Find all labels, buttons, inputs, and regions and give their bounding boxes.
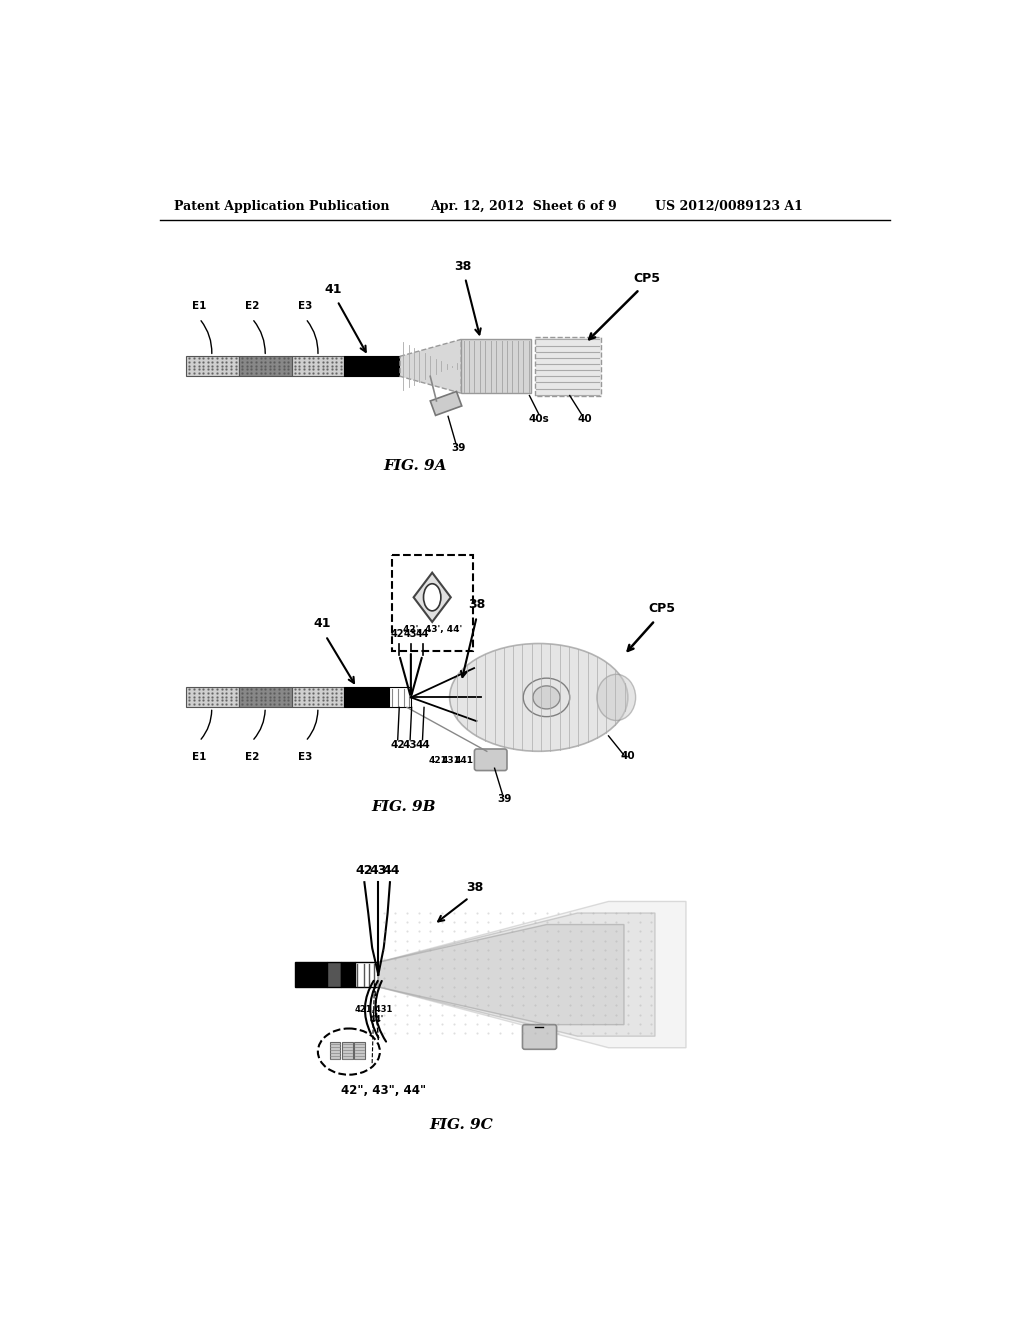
Bar — [292, 356, 344, 376]
Text: 42", 43", 44": 42", 43", 44" — [341, 1084, 426, 1097]
Text: CP5: CP5 — [634, 272, 660, 285]
Text: 41: 41 — [325, 284, 342, 296]
Text: 40: 40 — [578, 413, 593, 424]
Ellipse shape — [523, 678, 569, 717]
Text: US 2012/0089123 A1: US 2012/0089123 A1 — [655, 199, 803, 213]
Text: 39: 39 — [498, 795, 512, 804]
Polygon shape — [400, 339, 461, 393]
Text: 44': 44' — [416, 630, 432, 639]
Bar — [292, 688, 344, 708]
Text: 44: 44 — [415, 741, 430, 750]
Bar — [186, 688, 239, 708]
Text: 39: 39 — [451, 444, 465, 453]
Text: 44': 44' — [370, 1015, 384, 1024]
Text: E2: E2 — [245, 752, 259, 762]
Text: 43': 43' — [403, 630, 420, 639]
Bar — [295, 962, 328, 987]
Bar — [239, 688, 292, 708]
Bar — [186, 356, 239, 376]
Text: 38: 38 — [455, 260, 471, 273]
Text: E3: E3 — [298, 301, 312, 312]
Text: E3: E3 — [298, 752, 312, 762]
Bar — [391, 554, 473, 651]
FancyBboxPatch shape — [474, 748, 507, 771]
Bar — [239, 356, 292, 376]
Polygon shape — [414, 573, 451, 622]
Text: FIG. 9A: FIG. 9A — [383, 459, 446, 474]
Text: 42: 42 — [355, 865, 373, 878]
Text: 40: 40 — [621, 751, 635, 762]
Bar — [355, 962, 378, 987]
Polygon shape — [378, 902, 686, 1048]
FancyBboxPatch shape — [522, 1024, 557, 1049]
Text: E1: E1 — [193, 301, 207, 312]
Polygon shape — [378, 924, 624, 1024]
Text: 421,431: 421,431 — [354, 1005, 393, 1014]
Text: 431: 431 — [441, 756, 461, 764]
Bar — [354, 1043, 366, 1059]
Bar — [342, 1043, 352, 1059]
Bar — [368, 356, 400, 376]
Text: 43: 43 — [370, 865, 387, 878]
Text: E2: E2 — [245, 301, 259, 312]
Text: E1: E1 — [193, 752, 207, 762]
Bar — [330, 1043, 340, 1059]
Text: CP5: CP5 — [648, 602, 676, 615]
Text: 40s: 40s — [528, 413, 549, 424]
Ellipse shape — [597, 675, 636, 721]
Ellipse shape — [317, 1028, 380, 1074]
Text: 41: 41 — [313, 618, 331, 631]
Bar — [389, 688, 411, 708]
Polygon shape — [378, 913, 655, 1036]
Ellipse shape — [424, 583, 441, 611]
Text: 42: 42 — [390, 741, 406, 750]
Ellipse shape — [450, 644, 628, 751]
Bar — [344, 688, 368, 708]
Text: FIG. 9C: FIG. 9C — [429, 1118, 494, 1131]
Text: Patent Application Publication: Patent Application Publication — [174, 199, 390, 213]
Text: FIG. 9B: FIG. 9B — [371, 800, 435, 814]
Bar — [461, 339, 531, 393]
Text: 42': 42' — [391, 630, 408, 639]
Bar — [344, 356, 368, 376]
Text: 44: 44 — [383, 865, 400, 878]
Text: 441: 441 — [454, 756, 473, 764]
Text: 38: 38 — [468, 598, 485, 611]
Bar — [535, 337, 601, 396]
Bar — [368, 688, 389, 708]
Bar — [328, 962, 341, 987]
Bar — [430, 392, 462, 416]
Text: Apr. 12, 2012  Sheet 6 of 9: Apr. 12, 2012 Sheet 6 of 9 — [430, 199, 617, 213]
Text: 38: 38 — [466, 882, 483, 895]
Text: 421: 421 — [429, 756, 447, 764]
Bar — [341, 962, 355, 987]
Text: 42', 43', 44': 42', 43', 44' — [402, 624, 462, 634]
Text: 43: 43 — [402, 741, 418, 750]
Ellipse shape — [532, 686, 560, 709]
